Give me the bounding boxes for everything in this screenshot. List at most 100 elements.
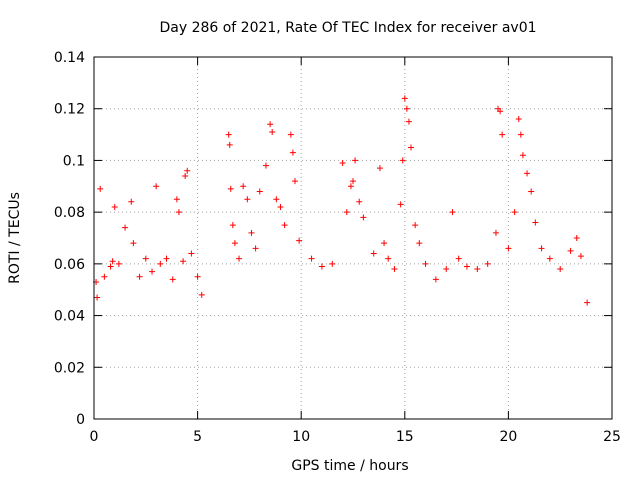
data-point bbox=[287, 131, 294, 138]
data-point bbox=[497, 108, 504, 115]
data-point bbox=[360, 214, 367, 221]
x-tick-label: 10 bbox=[292, 429, 310, 445]
data-point bbox=[385, 255, 392, 262]
data-point bbox=[401, 95, 408, 102]
data-point bbox=[163, 255, 170, 262]
data-point bbox=[226, 141, 233, 148]
data-point bbox=[492, 229, 499, 236]
data-point bbox=[403, 105, 410, 112]
data-point bbox=[455, 255, 462, 262]
y-tick-label: 0.1 bbox=[63, 153, 85, 169]
x-tick-label: 20 bbox=[499, 429, 517, 445]
data-point bbox=[416, 240, 423, 247]
data-point bbox=[262, 162, 269, 169]
data-point bbox=[182, 172, 189, 179]
data-point bbox=[339, 160, 346, 167]
data-point bbox=[557, 266, 564, 273]
data-point bbox=[567, 247, 574, 254]
data-point bbox=[97, 185, 104, 192]
y-tick-label: 0.06 bbox=[54, 257, 85, 273]
data-point bbox=[188, 250, 195, 257]
chart-title: Day 286 of 2021, Rate Of TEC Index for r… bbox=[159, 20, 536, 36]
data-point bbox=[391, 266, 398, 273]
data-point bbox=[236, 255, 243, 262]
y-axis-label: ROTI / TECUs bbox=[7, 192, 23, 284]
data-point bbox=[376, 165, 383, 172]
data-point bbox=[343, 209, 350, 216]
data-point bbox=[184, 167, 191, 174]
data-point bbox=[347, 183, 354, 190]
data-point bbox=[173, 196, 180, 203]
data-point bbox=[277, 203, 284, 210]
y-tick-label: 0.02 bbox=[54, 360, 85, 376]
data-point bbox=[289, 149, 296, 156]
data-point bbox=[225, 131, 232, 138]
data-points bbox=[93, 95, 591, 306]
data-point bbox=[180, 258, 187, 265]
data-point bbox=[519, 152, 526, 159]
data-point bbox=[175, 209, 182, 216]
data-point bbox=[528, 188, 535, 195]
data-point bbox=[408, 144, 415, 151]
data-point bbox=[517, 131, 524, 138]
data-point bbox=[109, 258, 116, 265]
data-point bbox=[350, 178, 356, 185]
y-tick-label: 0.14 bbox=[54, 50, 85, 66]
data-point bbox=[538, 245, 545, 252]
data-point bbox=[229, 222, 236, 229]
data-point bbox=[511, 209, 518, 216]
data-point bbox=[381, 240, 388, 247]
data-point bbox=[252, 245, 259, 252]
plot-frame bbox=[93, 56, 613, 420]
data-point bbox=[122, 224, 129, 231]
data-point bbox=[269, 128, 276, 135]
y-tick-label: 0.08 bbox=[54, 205, 85, 221]
data-point bbox=[136, 273, 143, 280]
data-point bbox=[463, 263, 470, 270]
data-point bbox=[198, 291, 205, 298]
data-point bbox=[515, 116, 522, 123]
data-point bbox=[169, 276, 176, 283]
data-point bbox=[194, 273, 201, 280]
data-point bbox=[484, 260, 491, 267]
data-point bbox=[329, 260, 336, 267]
data-point bbox=[308, 255, 315, 262]
data-point bbox=[142, 255, 149, 262]
y-tick-label: 0 bbox=[76, 412, 85, 428]
data-point bbox=[352, 157, 359, 164]
x-tick-label: 25 bbox=[603, 429, 621, 445]
x-tick-label: 15 bbox=[396, 429, 414, 445]
grid-lines bbox=[94, 57, 612, 419]
data-point bbox=[412, 222, 419, 229]
data-point bbox=[432, 276, 439, 283]
data-point bbox=[474, 266, 481, 273]
data-point bbox=[111, 203, 118, 210]
x-axis-label: GPS time / hours bbox=[291, 458, 408, 474]
data-point bbox=[227, 185, 234, 192]
data-point bbox=[149, 268, 156, 275]
data-point bbox=[267, 121, 274, 128]
data-point bbox=[370, 250, 377, 257]
data-point bbox=[101, 273, 108, 280]
data-point bbox=[584, 299, 591, 306]
data-point bbox=[422, 260, 429, 267]
data-point bbox=[291, 178, 298, 185]
axis-ticks: 0 0.02 0.04 0.06 0.08 0.1 0.12 0.14 0 5 10 15 20 25 bbox=[54, 50, 621, 445]
data-point bbox=[115, 260, 122, 267]
data-point bbox=[397, 201, 404, 208]
data-point bbox=[318, 263, 325, 270]
x-tick-label: 0 bbox=[90, 429, 99, 445]
x-tick-label: 5 bbox=[193, 429, 202, 445]
data-point bbox=[443, 266, 450, 273]
data-point bbox=[524, 170, 531, 177]
data-point bbox=[157, 260, 164, 267]
data-point bbox=[577, 253, 584, 260]
data-point bbox=[256, 188, 263, 195]
data-point bbox=[356, 198, 363, 205]
data-point bbox=[281, 222, 288, 229]
data-point bbox=[449, 209, 456, 216]
data-point bbox=[296, 237, 303, 244]
data-point bbox=[532, 219, 539, 226]
data-point bbox=[107, 263, 114, 270]
